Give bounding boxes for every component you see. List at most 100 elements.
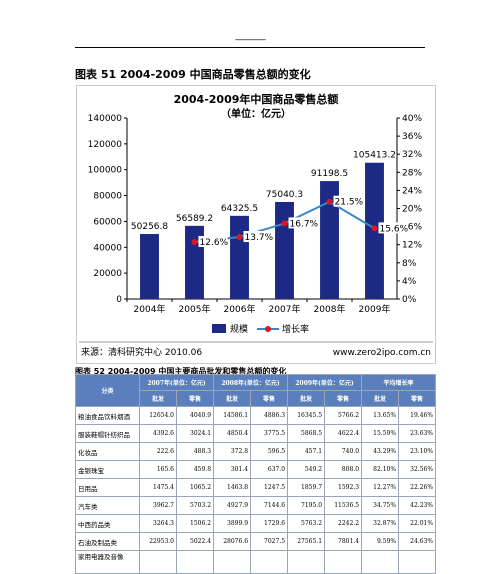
row-category: 服装鞋帽针纺织品 — [75, 424, 140, 443]
sub-header: 批发 — [139, 390, 177, 407]
table-cell — [139, 550, 177, 574]
table-cell: 5703.2 — [175, 496, 215, 515]
right-tick-label: 8% — [402, 259, 417, 269]
table-cell: 34.75% — [361, 496, 400, 515]
row-category: 日用品 — [75, 478, 140, 497]
table-cell: 5763.2 — [287, 514, 326, 533]
table-cell — [324, 550, 363, 574]
table-cell: 5022.4 — [175, 532, 215, 551]
growth-label-bg — [333, 195, 363, 207]
table-cell: 4927.9 — [213, 496, 252, 515]
table-sub-header-row: 批发 零售 批发 零售 批发 零售 批发 零售 — [76, 390, 437, 407]
bar — [140, 234, 159, 299]
table-row: 日用品 1475.4 1065.2 1463.8 1247.5 1859.7 1592.3 1… — [75, 478, 437, 497]
left-tick-label: 140000 — [88, 114, 123, 124]
right-tick-label: 16% — [402, 223, 422, 233]
growth-point — [191, 238, 198, 245]
table-cell: 43.29% — [361, 442, 400, 461]
x-tick-label: 2005年 — [179, 303, 211, 315]
table-row: 金银珠宝 165.6 459.8 301.4 637.0 549.2 808.0 82.10%… — [75, 460, 437, 479]
header-dashes: ---------------- — [234, 35, 266, 44]
table-cell: 4886.3 — [250, 406, 289, 425]
table-cell: 1065.2 — [175, 478, 215, 497]
legend-swatch-marker — [265, 326, 271, 332]
growth-label-bg — [198, 235, 228, 247]
table-cell: 3962.7 — [139, 496, 177, 515]
right-tick-label: 20% — [402, 205, 422, 215]
left-tick-label: 100000 — [88, 166, 123, 176]
growth-point — [281, 220, 288, 227]
table-cell: 24.63% — [398, 532, 437, 551]
table-cell: 28076.6 — [213, 532, 252, 551]
x-tick-label: 2008年 — [314, 303, 346, 315]
legend-label-line: 增长率 — [282, 323, 309, 335]
left-tick-label: 120000 — [88, 140, 123, 150]
table-row: 化妆品 222.6 488.3 372.8 596.5 457.1 740.0 43.29% 2… — [75, 442, 437, 461]
row-category: 金银珠宝 — [75, 460, 140, 479]
left-tick-label: 40000 — [93, 243, 122, 253]
table-cell: 15.59% — [361, 424, 400, 443]
bar-value-label: 105413.2 — [353, 151, 396, 161]
table-cell — [250, 550, 289, 574]
table-cell: 3775.5 — [250, 424, 289, 443]
table-cell: 12.27% — [361, 478, 400, 497]
table-cell: 82.10% — [361, 460, 400, 479]
table-cell: 3024.1 — [175, 424, 215, 443]
table-cell: 4040.9 — [175, 406, 215, 425]
x-tick-label: 2006年 — [224, 303, 256, 315]
chart-frame: 2004-2009年中国商品零售总额 （单位：亿元） 0 20000 40000 6000… — [76, 85, 436, 364]
table-cell: 549.2 — [287, 460, 326, 479]
bar — [275, 201, 294, 299]
table-cell: 14586.1 — [213, 406, 252, 425]
x-tick-label: 2007年 — [269, 303, 301, 315]
figure-caption: 图表 51 2004-2009 中国商品零售总额的变化 — [75, 68, 311, 81]
row-category: 石油及制品类 — [75, 532, 140, 551]
table-cell: 2242.2 — [324, 514, 363, 533]
bar-value-label: 56589.2 — [176, 214, 213, 224]
sub-header: 零售 — [324, 390, 363, 407]
table-cell: 372.8 — [213, 442, 252, 461]
header-avg-growth: 平均增长率 — [361, 374, 437, 391]
table-cell: 9.59% — [361, 532, 400, 551]
bar-value-label: 91198.5 — [311, 169, 348, 179]
growth-value-label: 12.6% — [200, 238, 229, 248]
table-row: 中西药品类 3264.3 1506.2 3899.9 1729.6 5763.2 2242.… — [75, 514, 437, 533]
bar-value-label: 75040.3 — [266, 190, 303, 200]
right-tick-label: 32% — [402, 150, 422, 160]
right-tick-label: 36% — [402, 132, 422, 142]
table-cell — [175, 550, 215, 574]
row-category: 汽车类 — [75, 496, 140, 515]
sub-header: 零售 — [398, 390, 437, 407]
chart-title: 2004-2009年中国商品零售总额 — [174, 92, 339, 106]
table-cell: 1506.2 — [175, 514, 215, 533]
table-cell: 5868.5 — [287, 424, 326, 443]
sub-header: 批发 — [213, 390, 252, 407]
table-row: 汽车类 3962.7 5703.2 4927.9 7144.6 7195.0 11536.5… — [75, 496, 437, 515]
table-cell — [361, 550, 400, 574]
bar-value-label: 50256.8 — [131, 222, 168, 232]
table-cell: 13.65% — [361, 406, 400, 425]
row-category: 粮油食品饮料烟酒 — [75, 406, 140, 425]
chart-subtitle: （单位：亿元） — [221, 107, 291, 120]
sub-header: 零售 — [175, 390, 215, 407]
table-cell: 165.6 — [139, 460, 177, 479]
right-tick-label: 40% — [402, 114, 422, 124]
table-cell: 596.5 — [250, 442, 289, 461]
growth-value-label: 15.6% — [380, 224, 409, 234]
growth-label-bg — [243, 231, 273, 243]
table-cell: 637.0 — [250, 460, 289, 479]
header-2008: 2008年(单位：亿元) — [213, 374, 289, 391]
table-cell: 7027.5 — [250, 532, 289, 551]
wholesale-retail-table: 分类 2007年(单位：亿元) 2008年(单位：亿元) 2009年(单位：亿元… — [75, 374, 437, 574]
table-row: 服装鞋帽针纺织品 4392.6 3024.1 4850.4 3775.5 5868.5 46… — [75, 424, 437, 443]
table-cell: 1247.5 — [250, 478, 289, 497]
table-cell: 222.6 — [139, 442, 177, 461]
table-cell: 42.23% — [398, 496, 437, 515]
source-right: www.zero2ipo.com.cn — [333, 348, 431, 358]
table-cell: 1463.8 — [213, 478, 252, 497]
table-cell: 7144.6 — [250, 496, 289, 515]
table-cell: 22953.0 — [139, 532, 177, 551]
table-row: 石油及制品类 22953.0 5022.4 28076.6 7027.5 27565.1 7… — [75, 532, 437, 551]
table-cell — [287, 550, 326, 574]
bar — [230, 215, 249, 299]
